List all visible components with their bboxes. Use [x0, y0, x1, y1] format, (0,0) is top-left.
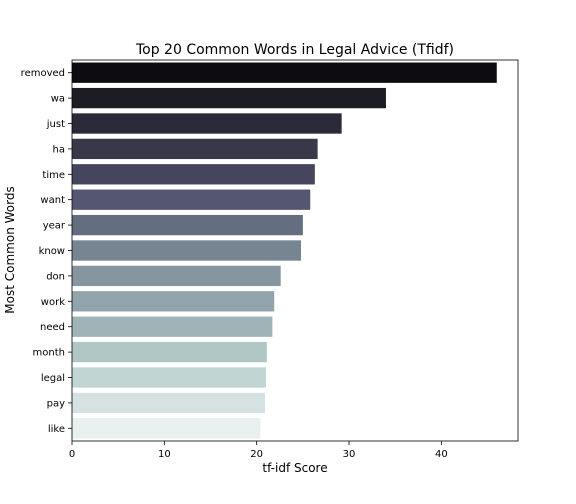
- x-tick-label: 10: [158, 449, 171, 460]
- y-tick-label: year: [43, 221, 66, 232]
- bar-year: [72, 214, 303, 236]
- y-tick-label: need: [40, 322, 65, 333]
- bar-time: [72, 164, 315, 185]
- y-axis-label: Most Common Words: [3, 186, 17, 313]
- y-tick-label: month: [33, 348, 65, 359]
- y-tick-label: like: [48, 424, 65, 435]
- bar-pay: [72, 392, 265, 414]
- y-tick-label: legal: [41, 373, 65, 384]
- x-axis-label: tf-idf Score: [262, 461, 327, 475]
- bar-legal: [72, 367, 266, 388]
- y-tick-label: know: [39, 246, 65, 257]
- bar-just: [72, 113, 342, 134]
- bars-group: [72, 62, 497, 439]
- bar-like: [72, 418, 261, 439]
- y-tick-label: just: [46, 119, 65, 130]
- y-tick-label: ha: [53, 144, 65, 155]
- chart-title: Top 20 Common Words in Legal Advice (Tfi…: [135, 42, 454, 58]
- bar-work: [72, 291, 275, 312]
- y-tick-label: don: [46, 271, 65, 282]
- y-tick-label: wa: [51, 94, 65, 105]
- plot-frame: [71, 59, 519, 442]
- bar-removed: [72, 62, 497, 83]
- y-tick-label: removed: [21, 68, 65, 79]
- x-tick-label: 30: [343, 449, 356, 460]
- y-tick-label: work: [41, 297, 65, 308]
- y-tick-label: want: [40, 195, 65, 206]
- bar-ha: [72, 138, 318, 160]
- y-tick-label: time: [42, 170, 65, 181]
- x-tick-label: 0: [69, 449, 75, 460]
- x-axis-ticks: 0 10 20 30 40: [69, 441, 448, 460]
- bar-don: [72, 265, 281, 287]
- bar-want: [72, 189, 311, 210]
- x-tick-label: 40: [435, 449, 448, 460]
- y-axis-ticks: removed wa just ha time want year know don work ne…: [21, 68, 72, 435]
- bar-know: [72, 240, 302, 261]
- bar-wa: [72, 87, 386, 109]
- bar-need: [72, 316, 273, 337]
- x-tick-label: 20: [250, 449, 263, 460]
- y-tick-label: pay: [47, 398, 65, 409]
- bar-month: [72, 341, 267, 363]
